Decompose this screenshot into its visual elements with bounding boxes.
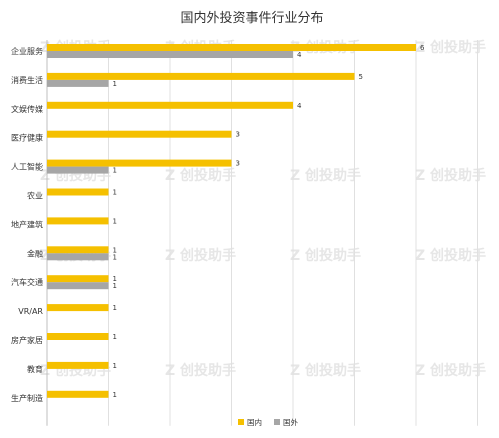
watermark-text: Z 创投助手 [290, 362, 361, 379]
bar-domestic [47, 188, 109, 196]
bar-domestic [47, 44, 416, 51]
category-label: 教育 [27, 364, 43, 374]
data-label: 1 [113, 362, 117, 370]
watermark-text: Z 创投助手 [415, 167, 486, 184]
category-label: 汽车交通 [11, 277, 43, 287]
data-label: 1 [113, 217, 117, 225]
data-label: 1 [113, 282, 117, 290]
bars-layer [47, 44, 416, 398]
category-label: 地产建筑 [11, 219, 43, 229]
legend-label: 国内 [247, 417, 262, 427]
data-label: 1 [113, 253, 117, 261]
data-label: 1 [113, 246, 117, 254]
bar-foreign [47, 166, 109, 174]
watermark-text: Z 创投助手 [165, 247, 236, 264]
bar-domestic [47, 304, 109, 312]
watermark-text: Z 创投助手 [290, 167, 361, 184]
watermark-layer: Z 创投助手 Z 创投助手 Z 创投助手 Z 创投助手 Z 创投助手 Z 创投助手 Z 创投… [40, 39, 486, 379]
legend-swatch [274, 419, 280, 425]
bar-domestic [47, 72, 355, 80]
watermark-text: Z 创投助手 [415, 362, 486, 379]
bar-domestic [47, 246, 109, 254]
category-label: VR/AR [18, 307, 43, 316]
data-label: 4 [297, 51, 302, 59]
category-label: 生产制造 [11, 393, 43, 403]
data-label: 3 [236, 160, 240, 168]
watermark-text: Z 创投助手 [165, 167, 236, 184]
bar-foreign [47, 51, 293, 58]
watermark-text: Z 创投助手 [290, 247, 361, 264]
data-label: 1 [113, 275, 117, 283]
bar-foreign [47, 253, 109, 261]
data-label: 1 [113, 391, 117, 399]
bar-foreign [47, 282, 109, 290]
category-label: 人工智能 [11, 162, 43, 172]
data-label: 1 [113, 189, 117, 197]
bar-foreign [47, 79, 109, 87]
legend-label: 国外 [283, 417, 298, 427]
category-label: 农业 [27, 191, 43, 201]
bar-domestic [47, 390, 109, 398]
category-label: 房产家居 [11, 335, 43, 345]
data-label: 4 [297, 102, 302, 110]
bar-domestic [47, 130, 232, 138]
legend-swatch [238, 419, 244, 425]
data-label: 1 [113, 167, 117, 175]
data-label: 6 [420, 44, 425, 52]
category-label: 文娱传媒 [11, 104, 43, 114]
data-label: 1 [113, 304, 117, 312]
bar-domestic [47, 101, 293, 109]
category-label: 医疗健康 [11, 133, 43, 143]
category-label: 企业服务 [11, 46, 43, 56]
bar-domestic [47, 333, 109, 340]
data-label: 1 [113, 333, 117, 341]
bar-domestic [47, 361, 109, 369]
bar-domestic [47, 217, 109, 225]
bar-domestic [47, 275, 109, 283]
chart-title: 国内外投资事件行业分布 [180, 10, 323, 26]
watermark-text: Z 创投助手 [165, 362, 236, 379]
legend: 国内 国外 [238, 417, 298, 427]
category-label: 金融 [27, 248, 43, 258]
data-label: 3 [236, 131, 240, 139]
data-label: 1 [113, 80, 117, 88]
data-label: 5 [359, 73, 363, 81]
category-label: 消费生活 [11, 75, 43, 85]
watermark-text: Z 创投助手 [415, 247, 486, 264]
bar-domestic [47, 159, 232, 167]
watermark-text: Z 创投助手 [415, 39, 486, 56]
